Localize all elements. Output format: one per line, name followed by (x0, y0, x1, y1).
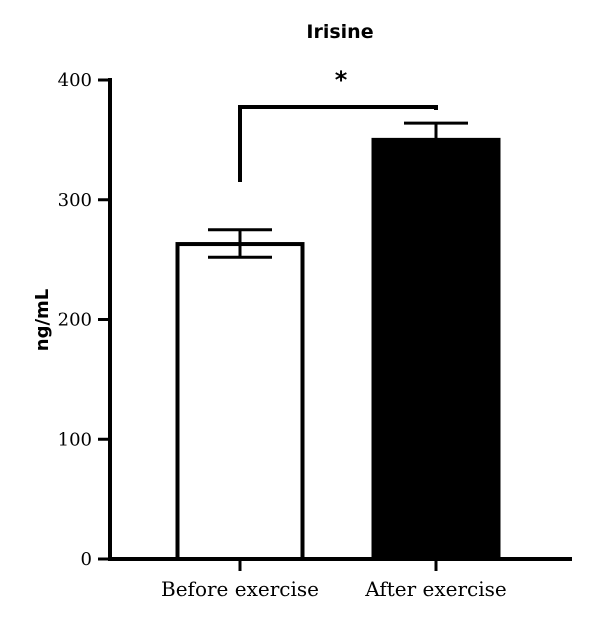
x-category-label-2: After exercise (364, 577, 507, 601)
axes: 0 100 200 300 400 Before exercise After exerci… (58, 70, 572, 601)
y-tick-label-100: 100 (58, 429, 92, 450)
significance-marker: * (335, 66, 348, 94)
y-tick-label-200: 200 (58, 310, 92, 331)
bar-2 (371, 137, 501, 561)
bars (175, 137, 501, 561)
bar-1 (175, 242, 305, 561)
significance-annotation: * (238, 66, 438, 182)
x-category-label-1: Before exercise (161, 577, 319, 601)
y-tick-label-0: 0 (81, 549, 92, 570)
y-axis-label: ng/mL (32, 289, 53, 352)
y-tick-label-400: 400 (58, 70, 92, 91)
significance-bracket (238, 105, 438, 182)
chart-title: Irisine (306, 21, 373, 43)
y-tick-label-300: 300 (58, 190, 92, 211)
error-bars (208, 121, 468, 259)
